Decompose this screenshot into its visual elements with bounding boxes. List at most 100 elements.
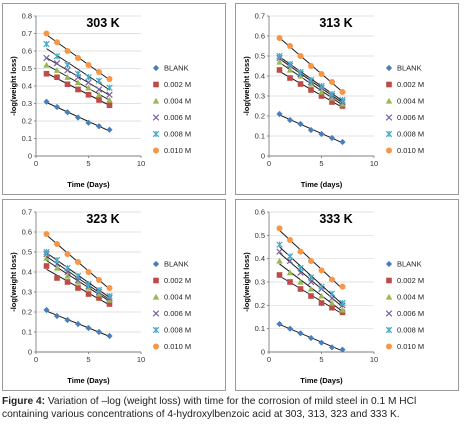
legend-label: BLANK: [164, 260, 189, 269]
legend-label: 0.008 M: [164, 130, 191, 139]
legend: BLANK 0.002 M 0.004 M 0.006 M 0.008 M 0.010 M: [385, 64, 424, 155]
series-0-004-m: [276, 58, 346, 107]
series-blank: [43, 306, 113, 340]
data-point: [307, 334, 315, 342]
data-point: [287, 237, 293, 243]
y-tick-label: 0.4: [22, 82, 32, 91]
legend-label: BLANK: [164, 64, 189, 73]
data-point: [64, 264, 71, 272]
data-point: [297, 248, 304, 255]
x-axis-label: Time (Days): [300, 376, 343, 385]
data-point: [318, 267, 325, 274]
legend-marker: [386, 81, 392, 88]
series-0-010-m: [276, 35, 346, 95]
data-point: [95, 86, 103, 93]
y-axis-label: -log(weight loss): [9, 252, 18, 312]
data-point: [339, 89, 346, 95]
data-point: [96, 295, 102, 301]
data-point: [276, 67, 283, 73]
series-0-004-m: [276, 257, 346, 313]
legend-label: 0.010 M: [164, 342, 191, 351]
data-point: [95, 91, 103, 98]
data-point: [43, 254, 50, 261]
data-point: [43, 61, 50, 68]
legend-marker: [385, 114, 393, 121]
chart-title: 333 K: [319, 212, 352, 226]
data-point: [339, 346, 346, 353]
series-blank: [276, 320, 346, 353]
data-point: [85, 291, 92, 297]
y-tick-label: 0.1: [22, 134, 32, 143]
y-tick-label: 0: [28, 152, 32, 161]
data-point: [276, 241, 283, 248]
data-point: [106, 301, 113, 307]
data-point: [329, 304, 335, 311]
data-point: [287, 75, 293, 81]
data-point: [308, 63, 314, 69]
data-point: [54, 74, 60, 81]
data-point: [95, 328, 103, 336]
data-point: [318, 88, 325, 95]
y-tick-label: 0.2: [255, 301, 265, 310]
y-tick-label: 0.1: [255, 132, 265, 141]
data-point: [96, 277, 102, 283]
data-point: [328, 134, 336, 142]
data-point: [53, 103, 61, 111]
data-point: [85, 91, 92, 98]
y-tick-label: 0.4: [22, 268, 32, 277]
data-point: [308, 87, 314, 93]
x-axis-label: Time (days): [301, 180, 343, 189]
legend-marker: [152, 326, 160, 334]
data-point: [53, 66, 61, 73]
legend-label: 0.008 M: [397, 130, 424, 139]
series-0-004-m: [43, 254, 113, 303]
data-point: [297, 264, 304, 272]
data-point: [276, 272, 283, 278]
data-point: [43, 248, 50, 256]
series-0-008-m: [276, 241, 346, 307]
data-point: [106, 91, 113, 98]
data-point: [276, 225, 283, 232]
y-tick-label: 0: [261, 152, 265, 161]
data-point: [74, 114, 82, 121]
data-point: [297, 68, 304, 76]
data-point: [74, 70, 82, 77]
x-tick-label: 5: [319, 355, 323, 364]
data-point: [64, 316, 71, 324]
data-point: [95, 77, 103, 84]
data-point: [318, 82, 325, 90]
legend: BLANK 0.002 M 0.004 M 0.006 M 0.008 M 0.010 M: [152, 64, 191, 155]
data-point: [318, 300, 325, 306]
legend-marker: [385, 310, 393, 317]
data-point: [328, 90, 336, 98]
legend-label: 0.008 M: [164, 326, 191, 335]
y-tick-label: 0.7: [22, 29, 32, 38]
y-tick-label: 0.7: [22, 208, 32, 217]
data-point: [276, 248, 283, 255]
data-point: [339, 306, 346, 313]
data-point: [287, 43, 293, 49]
data-point: [286, 60, 294, 68]
legend-label: 0.010 M: [397, 146, 424, 155]
data-point: [74, 320, 82, 328]
series-0-010-m: [276, 225, 346, 290]
chart-panel-313k: 0 0.1 0.2 0.3 0.4 0.5 0.6 0.7 0 5 10 313 K Time (day…: [235, 3, 459, 195]
data-point: [106, 76, 113, 82]
chart-title: 303 K: [86, 16, 119, 30]
chart-panel-303k: 0 0.1 0.2 0.3 0.4 0.5 0.6 0.7 0.8 0 5 10 303 K Time (…: [2, 3, 226, 195]
data-point: [308, 293, 314, 299]
data-point: [276, 52, 283, 60]
data-point: [286, 257, 294, 265]
data-point: [318, 71, 325, 77]
data-point: [64, 73, 71, 80]
data-point: [339, 283, 346, 290]
data-point: [43, 98, 50, 105]
data-point: [96, 97, 102, 103]
x-tick-label: 10: [137, 355, 145, 364]
data-point: [64, 61, 71, 69]
data-point: [43, 306, 50, 314]
data-point: [75, 285, 81, 291]
y-tick-label: 0.1: [255, 324, 265, 333]
legend-marker: [385, 130, 393, 138]
data-point: [328, 290, 336, 297]
